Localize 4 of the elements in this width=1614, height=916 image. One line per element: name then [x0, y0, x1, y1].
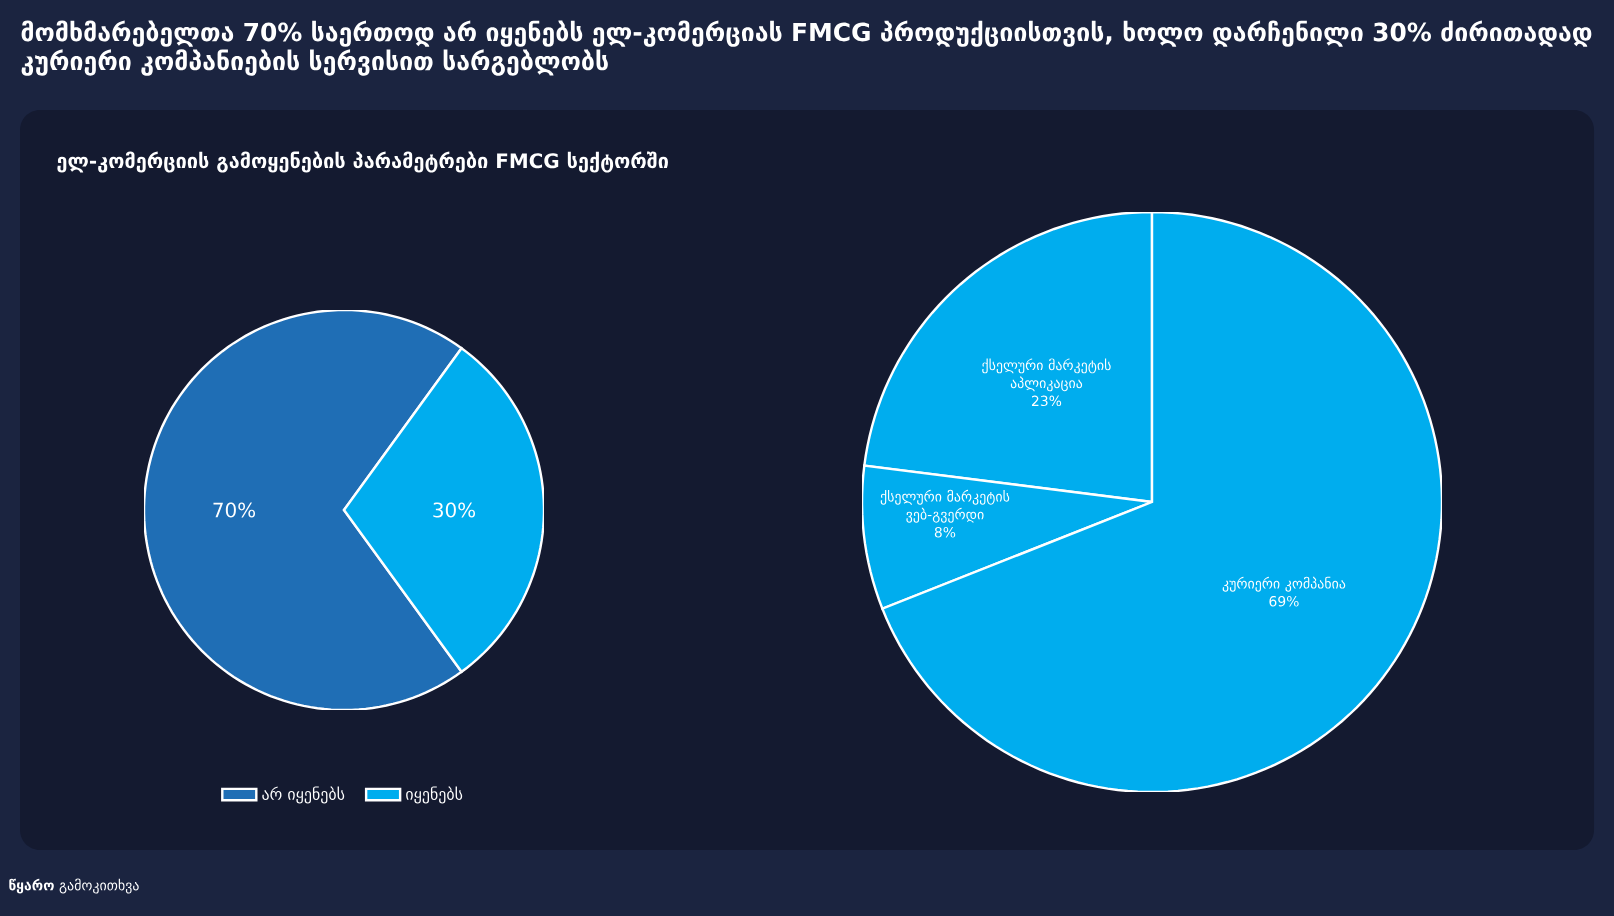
data-label: 30%	[433, 502, 476, 518]
text: მომხმარებელთა 70% საერთოდ არ იყენებს ელ-კომერციას FMCG პროდუქციისთვის, ხოლო დარჩენილი 30% ძირითადად კურიერი კომპანიების სერვისით სარგებლობს	[21, 20, 1592, 76]
data-label: 70%	[213, 502, 256, 518]
chart-subtitle: ელ-კომერციის გამოყენების პარამეტრები FMCG სექტორში	[57, 151, 668, 173]
